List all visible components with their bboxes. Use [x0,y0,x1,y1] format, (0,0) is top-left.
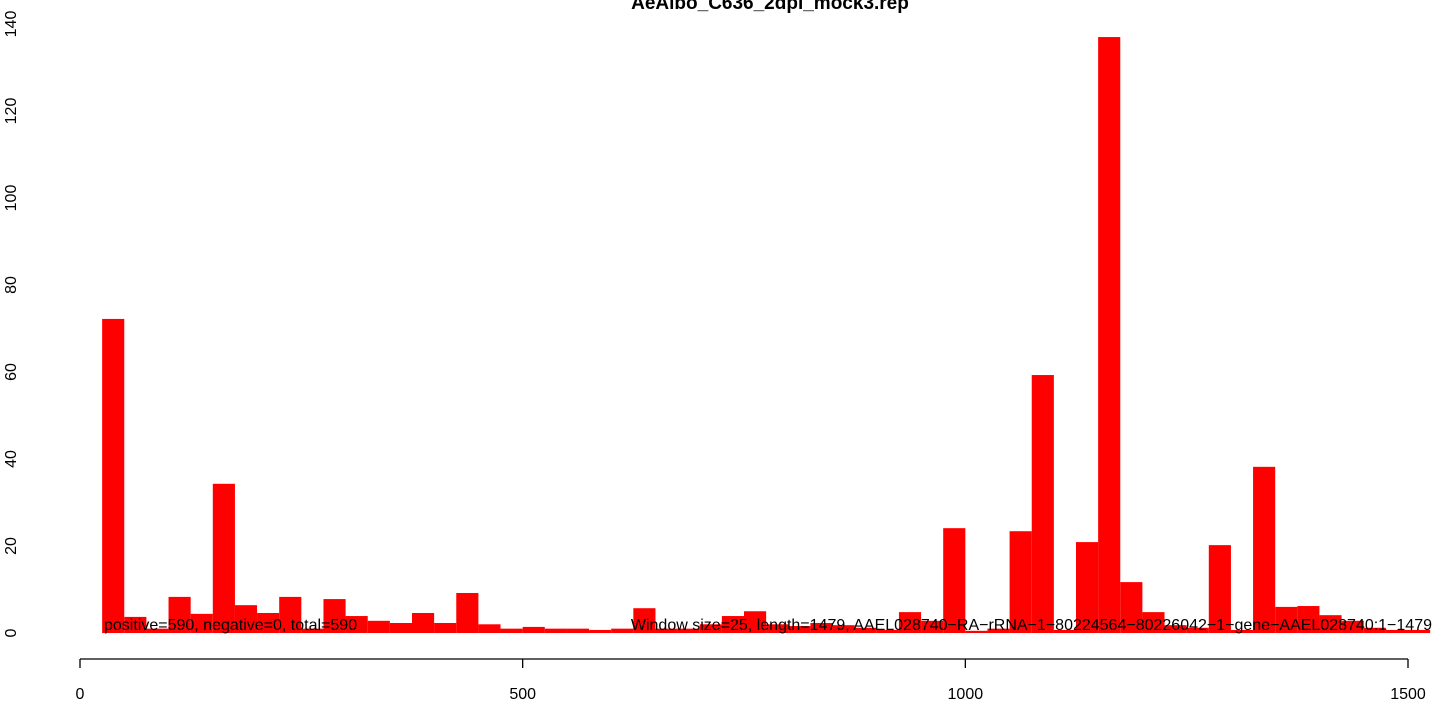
bar [921,620,944,633]
bar [544,628,567,633]
bar [810,622,833,633]
bar [301,628,324,633]
bar [1319,615,1342,633]
bar [766,624,789,633]
bar [1164,625,1187,633]
annotation: positive=590, negative=0, total=590 [104,617,357,634]
bar [854,627,877,633]
bar [589,629,612,633]
x-tick-label: 500 [509,686,536,703]
bar [456,592,479,633]
bar [168,596,191,633]
bar [1253,466,1276,633]
bar [611,628,634,633]
x-tick-label: 1000 [948,686,984,703]
x-tick-label: 0 [76,686,85,703]
chart-title: AeAlbo_C636_2dpi_mock3.rep [631,0,909,14]
bar [1363,627,1386,633]
bar [412,612,435,633]
y-tick-label: 60 [3,363,20,381]
bar [1230,629,1254,633]
y-tick-label: 100 [3,185,20,212]
bar [212,483,235,633]
bar [367,620,390,633]
bar [1098,37,1121,634]
y-tick-label: 0 [3,628,20,637]
bar [987,628,1010,633]
bar [876,629,899,633]
bar [1408,629,1431,633]
y-tick-label: 120 [3,98,20,125]
bar [124,616,147,633]
bar [389,622,412,633]
bar [1076,542,1099,633]
bar [102,318,125,633]
bar [257,612,280,633]
bar [500,628,523,633]
bar [1142,612,1165,633]
y-tick-label: 140 [3,11,20,38]
bar [279,596,302,633]
bar [943,528,966,633]
y-tick-label: 40 [3,450,20,468]
bar [234,605,258,633]
bar [434,622,457,633]
bar [965,630,988,633]
bar [1341,620,1364,633]
y-tick-label: 80 [3,276,20,294]
bar [788,626,811,633]
bar [522,626,545,633]
bar [1208,545,1231,633]
bar [832,625,855,633]
bar [744,611,767,633]
y-tick-label: 20 [3,537,20,555]
bar [1009,531,1032,633]
bar [478,624,501,633]
bar [1053,629,1076,633]
bar [1275,606,1298,633]
bar [146,628,169,633]
bar [721,616,744,633]
bar [898,612,922,633]
bar [190,613,213,633]
bar [1297,606,1320,633]
bar [1385,629,1408,633]
bar [566,628,590,633]
bar [677,628,700,633]
bar [633,608,656,633]
bar [1031,375,1054,633]
bar [1120,582,1143,633]
bar [655,628,678,633]
bar [699,624,722,633]
bar [345,616,368,633]
annotation: Window size=25, length=1479, AAEL028740−… [631,617,1432,634]
bar [323,599,346,633]
x-tick-label: 1500 [1390,686,1426,703]
bar [1186,627,1209,633]
